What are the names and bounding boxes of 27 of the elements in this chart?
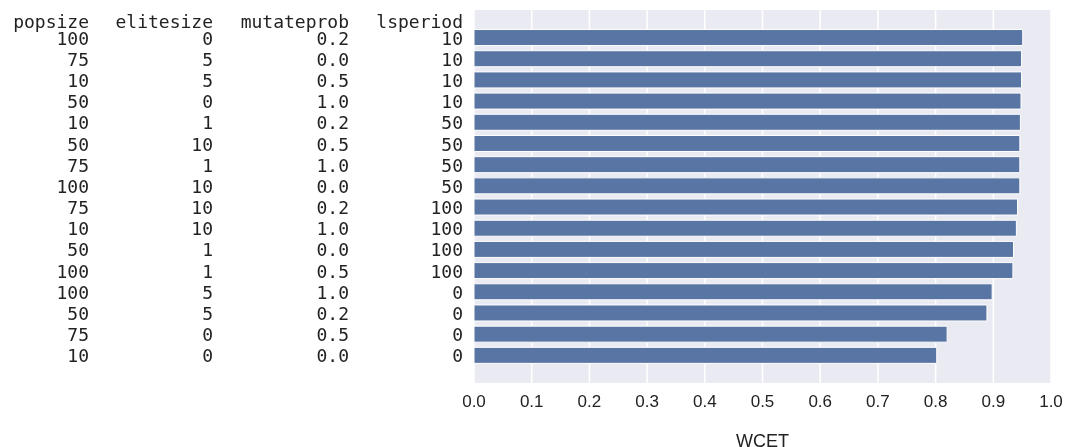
x-axis-title: WCET [736, 431, 789, 447]
category-label: 100 10 0.0 50 [56, 175, 463, 197]
category-label: 10 0 0.0 0 [67, 344, 463, 366]
x-tick-label: 0.7 [866, 392, 890, 412]
x-tick-label: 0.2 [577, 392, 602, 412]
category-label: 75 10 0.2 100 [67, 196, 463, 218]
x-tick-label: 0.0 [462, 392, 486, 412]
category-label: 10 5 0.5 10 [67, 69, 463, 91]
x-tick-label: 0.5 [750, 392, 775, 412]
category-label: 100 5 1.0 0 [56, 281, 463, 303]
category-label: 75 0 0.5 0 [67, 323, 463, 345]
category-label: 50 0 1.0 10 [67, 90, 463, 112]
category-label: 75 5 0.0 10 [67, 48, 463, 70]
x-tick-label: 0.8 [923, 392, 948, 412]
x-tick-label: 0.3 [635, 392, 659, 412]
category-label: 75 1 1.0 50 [67, 154, 463, 176]
category-label: 50 1 0.0 100 [67, 238, 463, 260]
category-label: 10 1 0.2 50 [67, 111, 463, 133]
x-tick-label: 0.9 [981, 392, 1006, 412]
category-label: 50 10 0.5 50 [67, 133, 463, 155]
x-tick-label: 0.1 [519, 392, 544, 412]
category-label: 100 1 0.5 100 [56, 260, 463, 282]
x-tick-label: 0.4 [692, 392, 717, 412]
category-label: 10 10 1.0 100 [67, 217, 463, 239]
category-label: 50 5 0.2 0 [67, 302, 463, 324]
x-tick-label: 0.6 [808, 392, 833, 412]
x-tick-label: 1.0 [1039, 392, 1063, 412]
